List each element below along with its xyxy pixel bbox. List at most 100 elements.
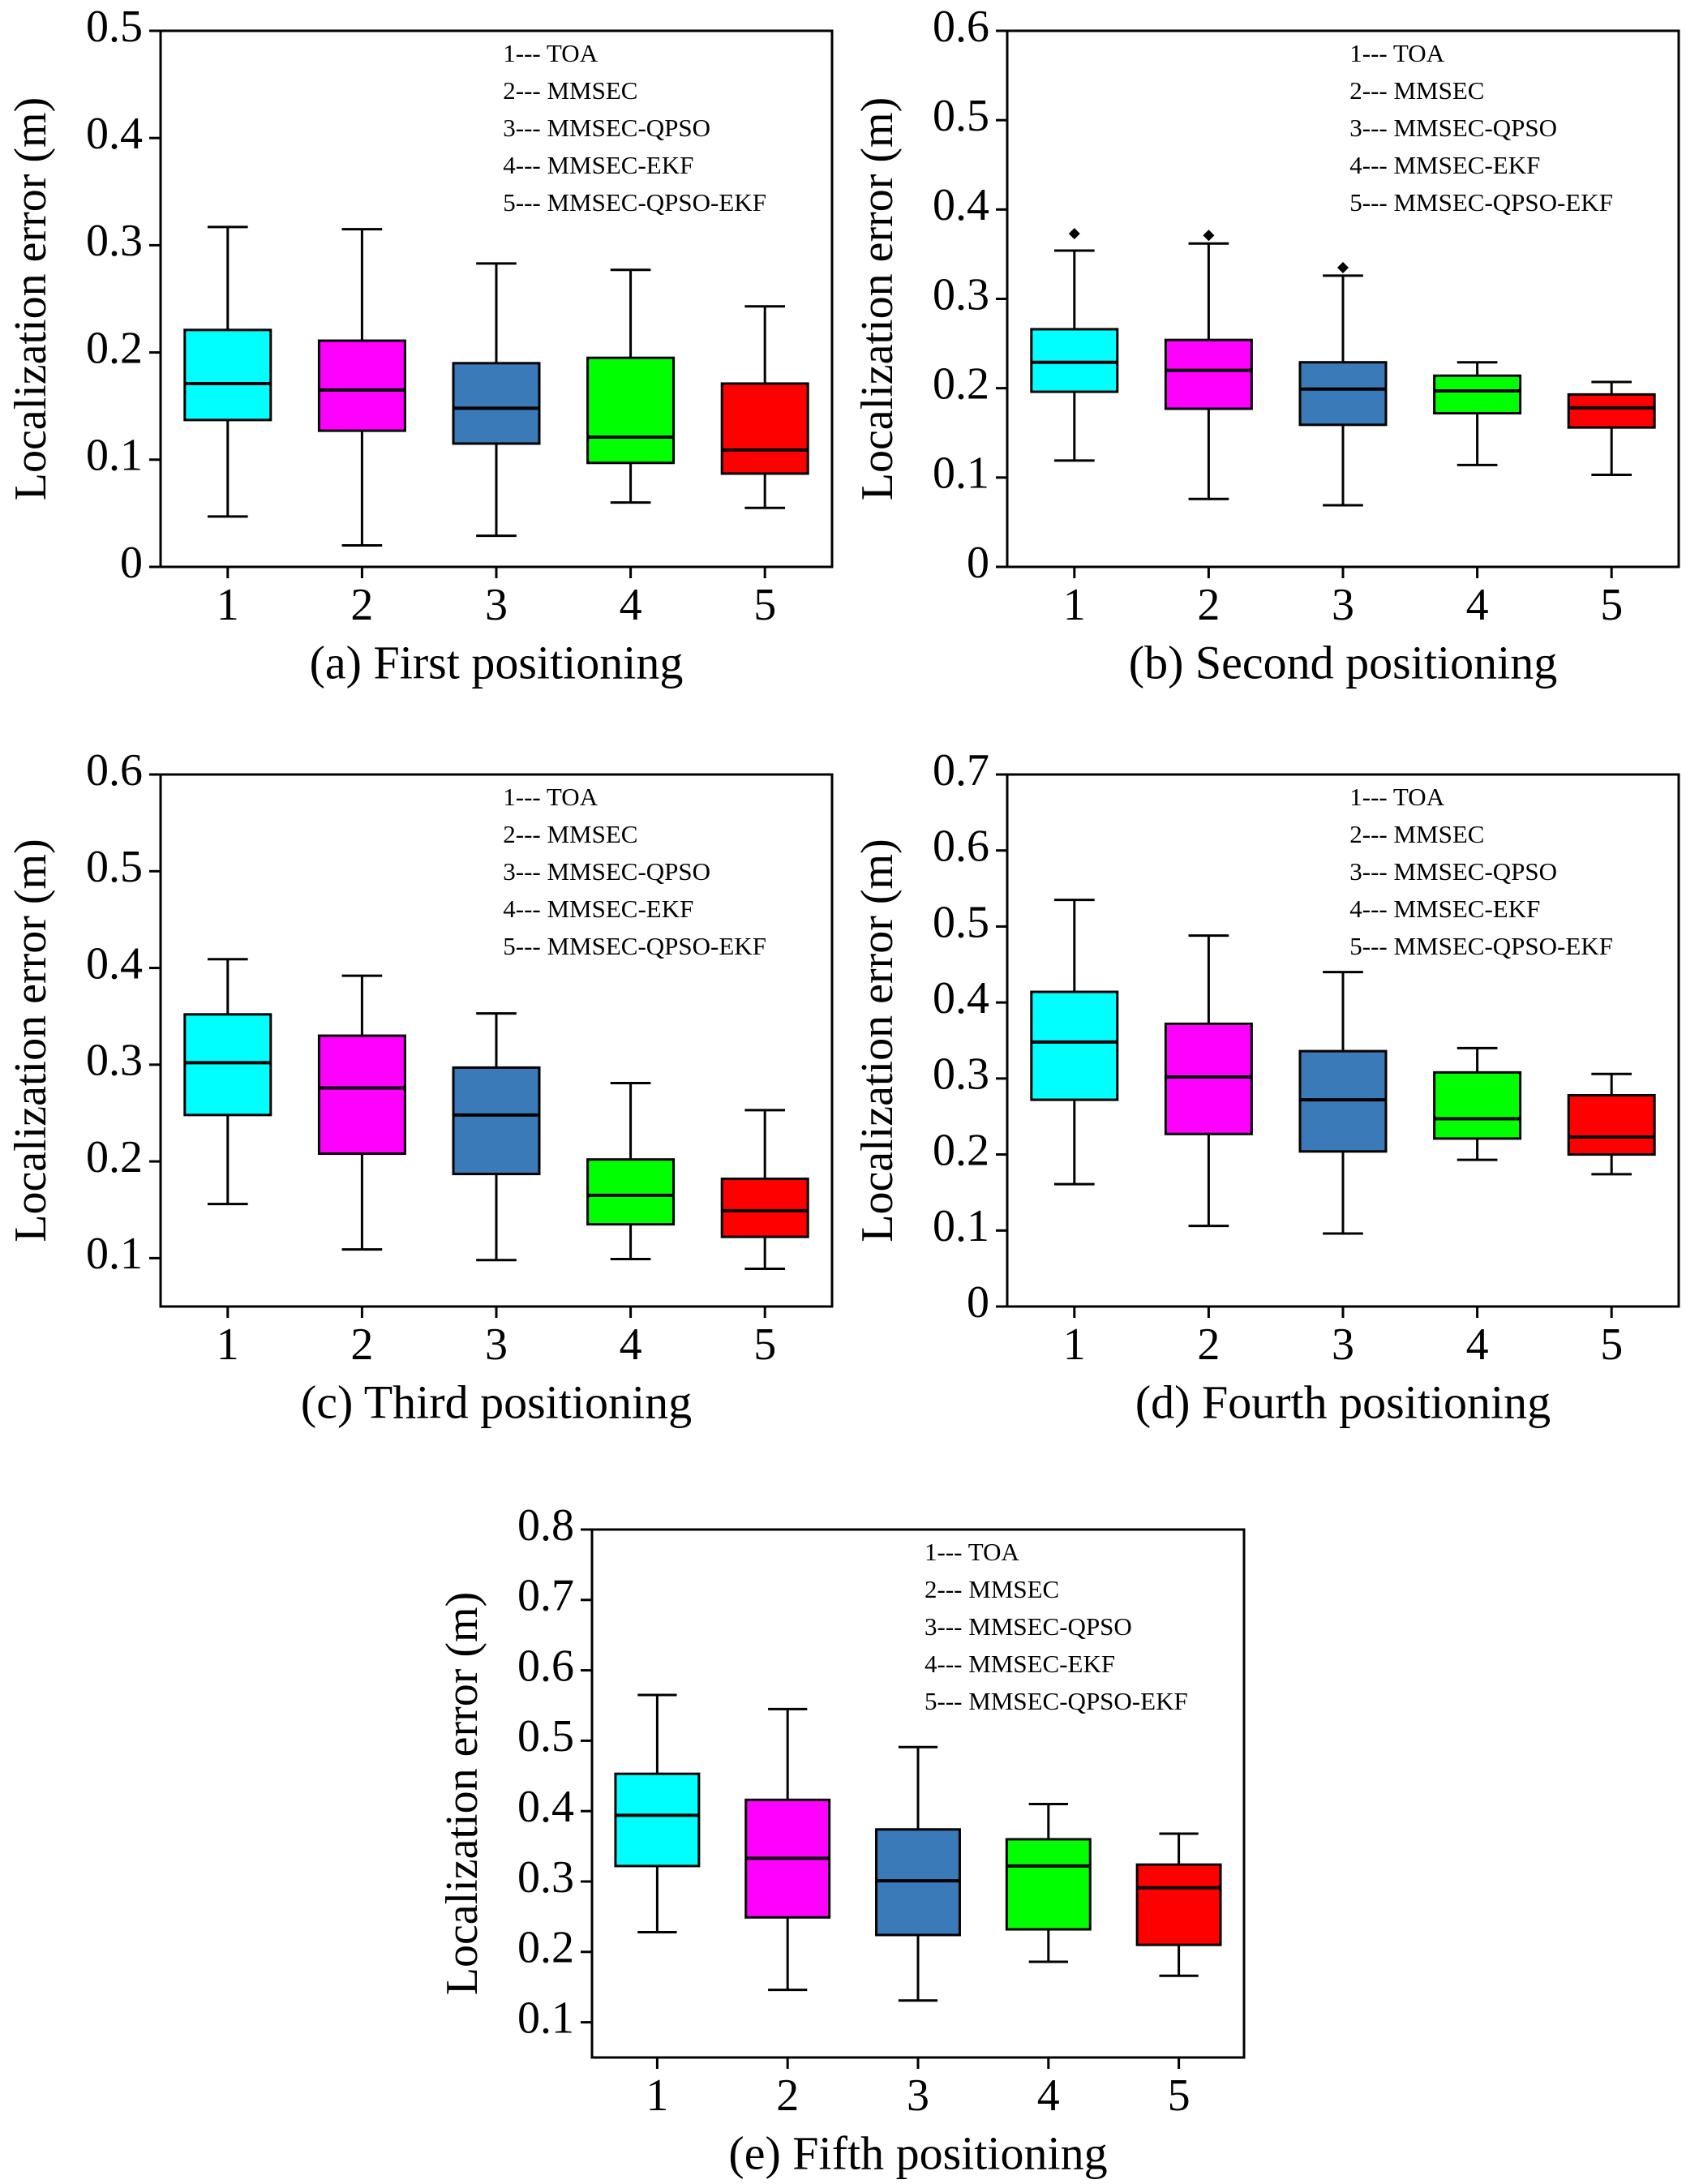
legend-entry: 1--- TOA — [925, 1538, 1019, 1566]
y-tick-label: 0.7 — [517, 1571, 574, 1621]
y-tick-label: 0.2 — [933, 1125, 989, 1175]
box — [586, 1158, 676, 1226]
legend-entry: 4--- MMSEC-EKF — [1349, 895, 1540, 923]
box — [317, 339, 406, 432]
box — [720, 1178, 809, 1238]
legend-entry: 5--- MMSEC-QPSO-EKF — [925, 1687, 1188, 1715]
y-axis-label: Localization error (m) — [6, 839, 56, 1242]
legend-entry: 4--- MMSEC-EKF — [503, 895, 693, 923]
y-tick-label: 0.6 — [517, 1641, 574, 1691]
y-tick-label: 0 — [967, 538, 989, 588]
legend-entry: 2--- MMSEC — [925, 1575, 1059, 1603]
y-tick-label: 0 — [967, 1277, 989, 1328]
legend-entry: 5--- MMSEC-QPSO-EKF — [1349, 932, 1613, 960]
box — [1030, 328, 1119, 393]
box — [1433, 374, 1522, 415]
y-tick-label: 0.3 — [933, 1049, 989, 1100]
y-tick-label: 0.2 — [86, 323, 143, 373]
legend-entry: 2--- MMSEC — [1349, 76, 1484, 105]
x-tick-label: 5 — [753, 1319, 776, 1370]
caption: (c) Third positioning — [301, 1375, 692, 1428]
x-tick-label: 2 — [776, 2070, 799, 2121]
y-tick-label: 0.3 — [86, 216, 143, 266]
legend-entry: 3--- MMSEC-QPSO — [1349, 857, 1557, 886]
y-tick-label: 0.1 — [933, 1201, 989, 1251]
x-tick-label: 3 — [1332, 1319, 1354, 1370]
y-tick-label: 0.1 — [86, 1229, 143, 1279]
legend-entry: 1--- TOA — [1349, 783, 1444, 811]
box — [1567, 1093, 1656, 1156]
x-tick-label: 4 — [1466, 1319, 1489, 1370]
plot-frame — [590, 1528, 1246, 2059]
y-tick-label: 0.1 — [86, 431, 143, 481]
outlier — [1337, 261, 1349, 273]
x-tick-label: 4 — [1037, 2070, 1060, 2121]
y-tick-label: 0.6 — [86, 745, 143, 796]
x-tick-label: 1 — [646, 2070, 668, 2121]
legend-entry: 5--- MMSEC-QPSO-EKF — [503, 188, 766, 217]
caption: (a) First positioning — [310, 636, 684, 689]
x-tick-label: 1 — [217, 580, 239, 630]
box — [452, 1066, 541, 1176]
x-tick-label: 3 — [485, 580, 508, 630]
y-tick-label: 0.5 — [517, 1711, 574, 1761]
plot-frame — [159, 29, 834, 569]
legend-entry: 5--- MMSEC-QPSO-EKF — [1349, 188, 1613, 217]
y-tick-label: 0.8 — [517, 1500, 574, 1551]
x-tick-label: 4 — [620, 580, 642, 630]
x-tick-label: 3 — [907, 2070, 929, 2121]
box — [1005, 1838, 1092, 1931]
plot-frame — [159, 773, 834, 1308]
box — [317, 1034, 406, 1156]
plot-frame — [1006, 29, 1680, 569]
y-axis-label: Localization error (m) — [437, 1592, 487, 1996]
y-tick-label: 0.4 — [86, 109, 143, 159]
box — [1567, 393, 1656, 429]
outlier — [1203, 230, 1215, 242]
caption: (d) Fourth positioning — [1135, 1375, 1551, 1428]
y-tick-label: 0.2 — [933, 359, 989, 410]
legend-entry: 3--- MMSEC-QPSO — [925, 1612, 1132, 1641]
box — [1433, 1071, 1522, 1140]
x-tick-label: 4 — [620, 1319, 642, 1370]
x-tick-label: 3 — [485, 1319, 508, 1370]
legend-entry: 4--- MMSEC-EKF — [925, 1650, 1115, 1678]
y-tick-label: 0.1 — [517, 1993, 574, 2043]
box — [614, 1772, 701, 1868]
legend-entry: 4--- MMSEC-EKF — [1349, 151, 1540, 179]
x-tick-label: 1 — [217, 1319, 239, 1370]
box — [720, 382, 809, 475]
y-tick-label: 0.4 — [933, 973, 989, 1023]
box — [183, 1013, 272, 1117]
x-tick-label: 2 — [1197, 1319, 1220, 1370]
y-tick-label: 0.1 — [933, 448, 989, 499]
y-tick-label: 0.4 — [86, 938, 143, 989]
legend-entry: 3--- MMSEC-QPSO — [503, 114, 710, 142]
y-tick-label: 0.6 — [933, 2, 989, 52]
x-tick-label: 5 — [1600, 580, 1623, 630]
legend-entry: 2--- MMSEC — [503, 820, 637, 848]
legend-entry: 1--- TOA — [1349, 39, 1444, 67]
plot-frame — [1006, 773, 1680, 1308]
x-tick-label: 1 — [1063, 1319, 1086, 1370]
x-tick-label: 4 — [1466, 580, 1489, 630]
box — [1164, 1022, 1253, 1135]
y-tick-label: 0.7 — [933, 745, 989, 796]
legend-entry: 2--- MMSEC — [1349, 820, 1484, 848]
box — [1135, 1863, 1222, 1946]
box — [1030, 990, 1119, 1101]
y-tick-label: 0.4 — [517, 1782, 574, 1832]
y-tick-label: 0.2 — [517, 1923, 574, 1973]
y-tick-label: 0.5 — [933, 91, 989, 141]
caption: (e) Fifth positioning — [728, 2126, 1107, 2179]
x-tick-label: 5 — [753, 580, 776, 630]
legend-entry: 2--- MMSEC — [503, 76, 637, 105]
box — [183, 328, 272, 422]
legend-entry: 4--- MMSEC-EKF — [503, 151, 693, 179]
y-axis-label: Localization error (m) — [852, 97, 903, 501]
x-tick-label: 5 — [1600, 1319, 1623, 1370]
y-tick-label: 0.4 — [933, 180, 989, 230]
y-axis-label: Localization error (m) — [852, 839, 903, 1242]
legend-entry: 1--- TOA — [503, 39, 598, 67]
